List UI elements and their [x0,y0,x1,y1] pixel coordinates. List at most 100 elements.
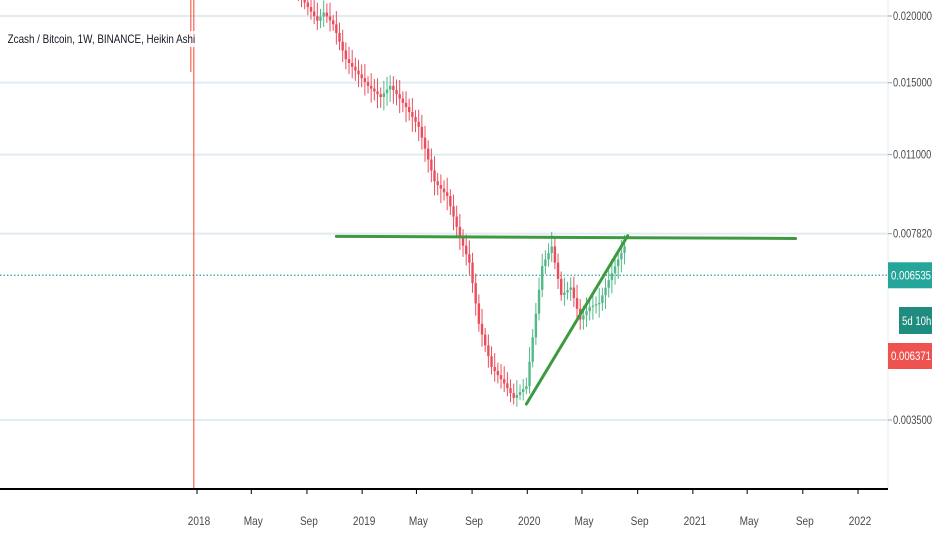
countdown-badge: 5d 10h [899,307,932,334]
x-tick-label[interactable]: 2018 [188,515,210,528]
candle-body [487,345,490,357]
candle-body [436,181,439,186]
y-tick-label[interactable]: 0.011000 [893,149,931,162]
candle-body [477,303,481,324]
candle-body [417,121,420,127]
candle [398,79,401,114]
candle-body [458,226,462,238]
candle [544,250,547,275]
x-tick-label[interactable]: 2020 [518,515,540,528]
candle [350,49,354,79]
x-tick-label[interactable]: May [409,515,428,528]
candle-body [376,91,379,95]
candle-body [588,306,591,312]
x-tick-label[interactable]: Sep [796,515,814,528]
y-tick-layer[interactable]: 0.020000 0.015000 0.011000 0.007820 0.003500 [888,10,932,427]
candle [363,63,367,96]
candle [512,383,515,405]
candle-body [331,20,335,25]
candle [569,277,572,301]
candle-body [411,112,414,117]
candle-body [575,298,579,309]
x-tick-label[interactable]: 2021 [684,515,706,528]
candle-body [515,394,519,398]
candle [426,140,430,173]
x-tick-label[interactable]: May [244,515,263,528]
candle-body [506,383,509,389]
candle [455,205,458,238]
candle-body [528,361,531,387]
candle [560,271,563,301]
candle [575,284,579,320]
candle-body [468,254,471,263]
candle [347,46,351,75]
candle-body [544,259,547,267]
candle [518,384,522,401]
candle-body [398,94,401,99]
candle-body [461,237,465,246]
x-tick-label[interactable]: May [740,515,759,528]
candle-body [553,246,557,263]
candle-body [493,366,496,372]
candle-body [563,292,566,296]
candle [594,296,598,314]
y-tick-label[interactable]: 0.003500 [893,414,932,427]
y-tick-label[interactable]: 0.007820 [893,228,932,241]
candle-body [518,392,522,395]
candle [617,249,620,279]
trendline-layer[interactable] [334,234,798,406]
trendline-support[interactable] [524,234,630,406]
candle [433,156,436,196]
candle-body [354,66,357,71]
y-tick-label[interactable]: 0.020000 [893,10,932,23]
countdown-badge-text: 5d 10h [902,315,931,328]
low-price-badge-bg [888,343,932,369]
candle-body [328,16,332,21]
candle-body [423,137,427,149]
candle [369,73,373,103]
time-axis-bg [0,490,932,550]
x-tick-label[interactable]: 2019 [353,515,375,528]
candle [490,346,493,375]
candle [483,328,487,352]
candle [464,234,468,266]
candle [357,59,360,88]
candle-body [404,102,408,108]
low-price-badge: 0.006371 [888,343,932,369]
candle-body [385,89,389,94]
candle-body [369,85,373,89]
y-tick-label[interactable]: 0.015000 [893,77,932,90]
candle-body [439,185,443,189]
candle [461,229,465,257]
candle [445,177,449,211]
price-badge-layer: 0.006535 5d 10h 0.006371 [888,262,932,369]
candle [407,98,411,121]
candle [328,2,332,32]
candle-body [525,386,528,390]
x-tick-label[interactable]: Sep [631,515,649,528]
x-tick-label[interactable]: 2022 [849,515,871,528]
candle-body [569,287,572,291]
candle [385,76,389,106]
candle [598,287,601,318]
last-price-badge-text: 0.006535 [891,269,931,282]
grid-layer [0,0,889,489]
x-tick-layer[interactable]: 2018 May Sep 2019 May Sep 2020 May Sep 2021 May Sep… [188,489,871,528]
x-tick-label[interactable]: Sep [465,515,483,528]
candle [366,76,370,94]
trendline-resistance[interactable] [334,234,798,240]
vertical-marker-layer [190,0,195,489]
x-tick-label[interactable]: Sep [300,515,318,528]
candle-body [360,74,363,79]
candle [344,42,348,70]
candle-body [572,287,576,299]
candle-body [357,70,360,75]
x-tick-label[interactable]: May [574,515,593,528]
candle-body [325,12,329,17]
candle [439,174,443,204]
candle [430,148,433,183]
candle-body [309,7,313,12]
candle-body [312,11,316,17]
